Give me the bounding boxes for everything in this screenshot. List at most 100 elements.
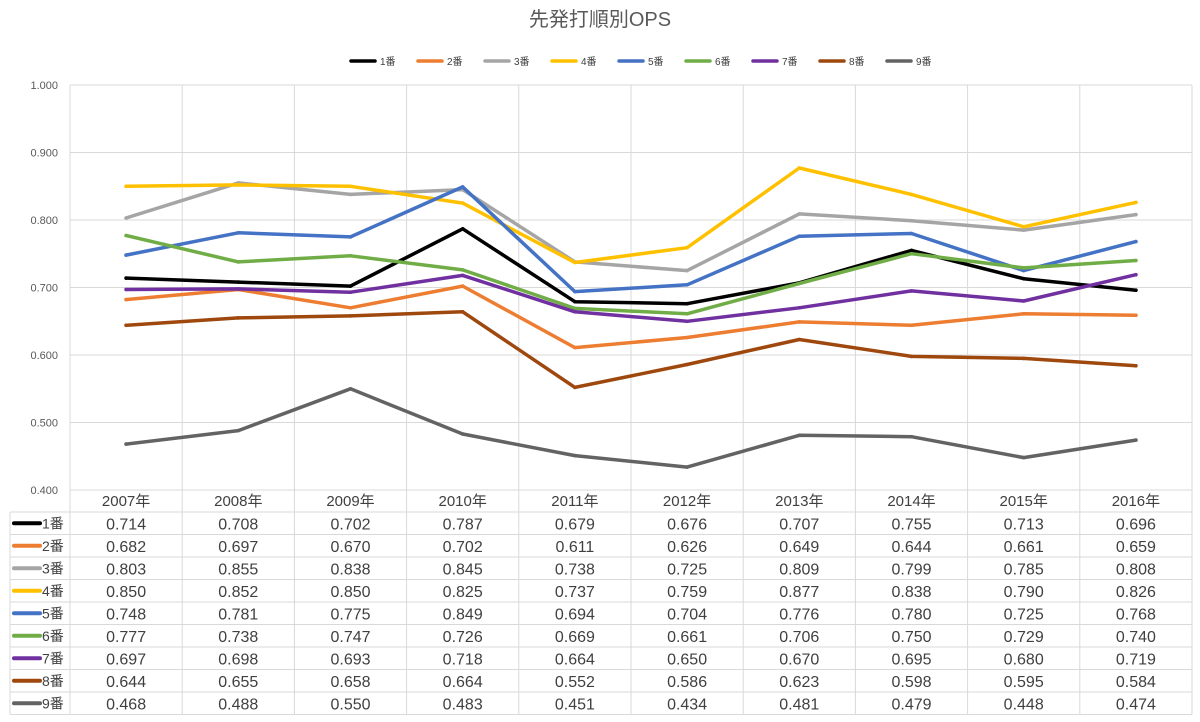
data-point	[236, 287, 241, 291]
data-point	[1134, 239, 1138, 244]
data-point	[348, 235, 353, 239]
table-cell: 0.849	[443, 606, 483, 623]
series-line-6	[124, 233, 1138, 316]
category-label: 2013年	[775, 493, 823, 510]
table-cell: 0.790	[1004, 584, 1044, 601]
data-point	[685, 301, 689, 306]
data-point	[909, 289, 914, 293]
table-cell: 0.481	[779, 696, 819, 713]
data-point	[909, 354, 914, 359]
table-cell: 0.855	[218, 561, 258, 578]
table-cell: 0.719	[1116, 651, 1156, 668]
data-point	[124, 233, 128, 238]
legend-label: 8番	[849, 56, 865, 68]
data-point	[797, 306, 802, 310]
row-label: 6番	[42, 628, 64, 644]
data-point	[1021, 225, 1026, 229]
category-label: 2016年	[1112, 493, 1160, 510]
legend-label: 4番	[581, 56, 597, 68]
table-cell: 0.649	[779, 539, 819, 556]
category-label: 2010年	[439, 493, 487, 510]
legend-label: 9番	[916, 56, 932, 68]
row-label: 4番	[42, 583, 64, 599]
data-point	[685, 268, 689, 273]
table-cell: 0.702	[443, 539, 483, 556]
category-label: 2012年	[663, 493, 711, 510]
table-cell: 0.586	[667, 674, 707, 691]
table-cell: 0.552	[555, 674, 595, 691]
series-line-9	[124, 387, 1138, 469]
table-cell: 0.737	[555, 584, 595, 601]
table-cell: 0.697	[218, 539, 258, 556]
table-cell: 0.776	[779, 606, 819, 623]
table-cell: 0.644	[106, 674, 146, 691]
table-cell: 0.729	[1004, 629, 1044, 646]
table-cell: 0.850	[330, 584, 370, 601]
table-cell: 0.725	[1004, 606, 1044, 623]
table-cell: 0.852	[218, 584, 258, 601]
data-point	[236, 316, 241, 320]
legend-label: 6番	[715, 56, 731, 68]
series-line-1	[124, 227, 1138, 306]
series-line-4	[124, 166, 1138, 265]
y-tick-label: 0.900	[30, 148, 58, 160]
data-point	[236, 183, 241, 187]
table-cell: 0.826	[1116, 584, 1156, 601]
data-point	[573, 289, 577, 294]
data-point	[348, 254, 353, 258]
table-cell: 0.664	[443, 674, 483, 691]
data-point	[460, 432, 465, 436]
data-point	[797, 212, 802, 216]
data-point	[909, 248, 914, 253]
table-cell: 0.759	[667, 584, 707, 601]
data-point	[797, 166, 802, 170]
y-tick-label: 0.700	[30, 283, 58, 295]
data-point	[909, 323, 914, 328]
data-point	[1134, 288, 1138, 293]
table-cell: 0.738	[555, 561, 595, 578]
category-label: 2009年	[326, 493, 374, 510]
series-line-3	[124, 181, 1138, 273]
table-cell: 0.748	[106, 606, 146, 623]
data-point	[1021, 276, 1026, 281]
table-cell: 0.740	[1116, 629, 1156, 646]
data-point	[460, 273, 465, 278]
y-tick-label: 0.400	[30, 485, 58, 497]
data-point	[797, 320, 802, 324]
table-cell: 0.845	[443, 561, 483, 578]
row-label: 3番	[42, 560, 64, 576]
table-cell: 0.702	[330, 516, 370, 533]
data-point	[124, 253, 128, 257]
data-point	[685, 319, 689, 324]
legend-label: 7番	[782, 56, 798, 68]
data-point	[124, 216, 128, 220]
data-point	[348, 192, 353, 197]
data-point	[236, 260, 241, 264]
table-cell: 0.479	[891, 696, 931, 713]
data-point	[236, 231, 241, 235]
data-point	[1134, 272, 1138, 277]
table-cell: 0.697	[106, 651, 146, 668]
table-cell: 0.707	[779, 516, 819, 533]
table-cell: 0.787	[443, 516, 483, 533]
table-cell: 0.706	[779, 629, 819, 646]
chart-title: 先発打順別OPS	[529, 8, 671, 31]
y-axis: 0.400 0.500 0.600 0.700 0.800 0.900 1.000	[30, 80, 58, 497]
data-point	[685, 245, 689, 250]
table-cell: 0.598	[891, 674, 931, 691]
data-point	[348, 284, 353, 288]
data-point	[124, 297, 128, 302]
data-point	[685, 335, 689, 340]
table-cell: 0.434	[667, 696, 707, 713]
data-point	[124, 323, 128, 328]
row-label: 9番	[42, 695, 64, 711]
data-point	[573, 345, 577, 350]
table-cell: 0.693	[330, 651, 370, 668]
table-cell: 0.877	[779, 584, 819, 601]
data-point	[1134, 313, 1138, 318]
table-cell: 0.713	[1004, 516, 1044, 533]
row-label: 1番	[42, 515, 64, 531]
table-cell: 0.664	[555, 651, 595, 668]
data-point	[124, 442, 128, 446]
series-line-8	[124, 310, 1138, 390]
